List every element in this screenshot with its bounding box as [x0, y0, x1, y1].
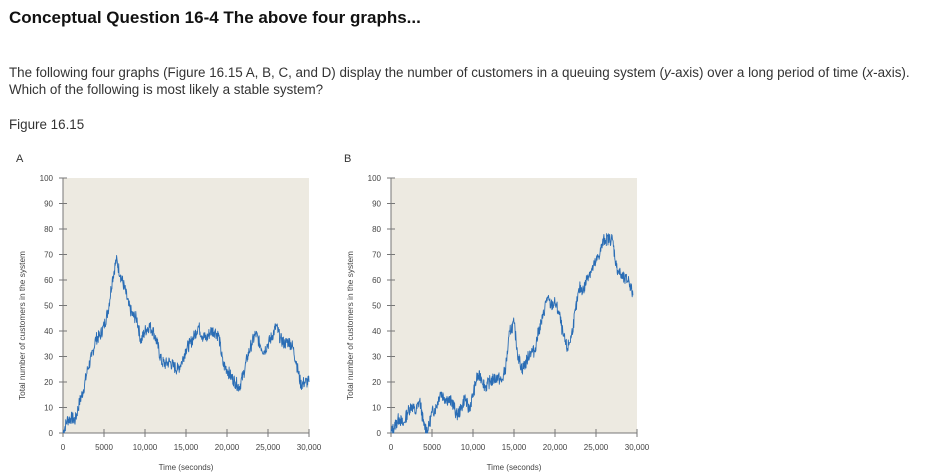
y-tick-label: 40: [44, 327, 53, 336]
question-title: Conceptual Question 16-4 The above four …: [9, 8, 421, 27]
y-tick-label: 60: [372, 276, 381, 285]
body-text: The following four graphs (Figure 16.15 …: [9, 65, 664, 80]
x-tick-label: 10,000: [461, 443, 486, 452]
x-tick-label: 20,000: [215, 443, 240, 452]
body-text-italic: x: [866, 65, 874, 80]
body-text-italic: y: [663, 65, 671, 80]
x-tick-label: 25,000: [584, 443, 609, 452]
y-tick-label: 100: [40, 174, 54, 183]
y-tick-label: 30: [44, 353, 53, 362]
y-tick-label: 70: [372, 251, 381, 260]
x-tick-label: 30,000: [625, 443, 650, 452]
plot-area: [391, 178, 637, 433]
x-tick-label: 10,000: [133, 443, 158, 452]
y-tick-label: 20: [44, 378, 53, 387]
x-axis-label: Time (seconds): [487, 463, 542, 472]
panel-label: B: [344, 153, 351, 165]
y-tick-label: 10: [44, 404, 53, 413]
x-tick-label: 25,000: [256, 443, 281, 452]
figure-label: Figure 16.15: [9, 117, 85, 132]
y-tick-label: 50: [44, 302, 53, 311]
chart-b: B 0 10 20 30 40 50 60 70 80 90 100 0 5000 10,000 15,000…: [344, 153, 650, 472]
plot-area: [63, 178, 309, 433]
y-tick-label: 80: [44, 225, 53, 234]
y-tick-label: 80: [372, 225, 381, 234]
y-tick-label: 10: [372, 404, 381, 413]
x-tick-label: 20,000: [543, 443, 568, 452]
x-tick-label: 0: [389, 443, 394, 452]
question-body: The following four graphs (Figure 16.15 …: [9, 64, 949, 98]
x-tick-label: 15,000: [502, 443, 527, 452]
series-line: [62, 254, 310, 434]
body-text: -axis) over a long period of time (: [670, 65, 867, 80]
y-tick-label: 50: [372, 302, 381, 311]
body-text: -axis). Which of the following is most l…: [9, 65, 910, 97]
y-tick-label: 70: [44, 251, 53, 260]
x-tick-label: 15,000: [174, 443, 199, 452]
x-tick-label: 0: [61, 443, 66, 452]
y-tick-label: 90: [372, 200, 381, 209]
y-tick-label: 20: [372, 378, 381, 387]
x-tick-label: 30,000: [297, 443, 322, 452]
x-tick-label: 5000: [423, 443, 441, 452]
y-axis-label: Total number of customers in the system: [17, 251, 27, 400]
panel-label: A: [16, 153, 24, 165]
series-line: [390, 233, 634, 434]
x-tick-label: 5000: [95, 443, 113, 452]
y-tick-label: 40: [372, 327, 381, 336]
y-axis-label: Total number of customers in the system: [345, 251, 355, 400]
y-tick-label: 60: [44, 276, 53, 285]
x-axis-label: Time (seconds): [159, 463, 214, 472]
y-tick-label: 90: [44, 200, 53, 209]
y-tick-label: 100: [368, 174, 382, 183]
y-tick-label: 30: [372, 353, 381, 362]
y-tick-label: 0: [377, 429, 382, 438]
y-tick-label: 0: [49, 429, 54, 438]
chart-a: A 0 10 20 30 40 50 60 70 80 90 100 0 5000 10,000 15,000…: [16, 153, 322, 472]
